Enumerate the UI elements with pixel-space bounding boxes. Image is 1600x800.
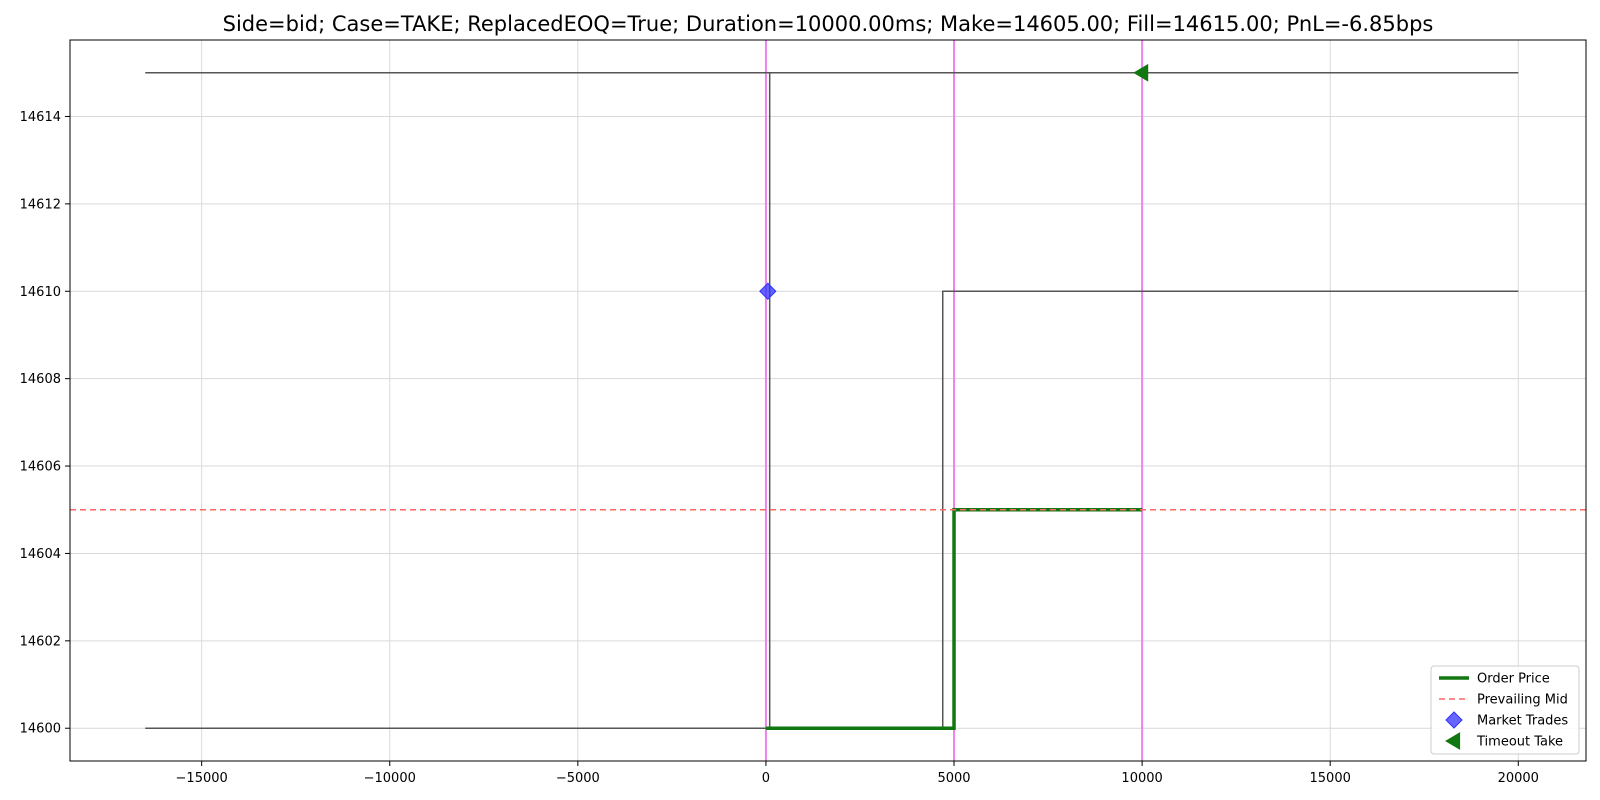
series bbox=[70, 72, 1586, 730]
legend-label: Prevailing Mid bbox=[1477, 693, 1568, 708]
y-tick-label: 14604 bbox=[20, 547, 61, 562]
legend-label: Order Price bbox=[1477, 672, 1550, 687]
y-tick-label: 14606 bbox=[20, 460, 61, 475]
market-trade-marker bbox=[759, 282, 777, 300]
y-tick-label: 14608 bbox=[20, 372, 61, 387]
legend[interactable]: Order Price Prevailing Mid Market Trades Ti… bbox=[1430, 665, 1580, 755]
x-tick-label: 15000 bbox=[1310, 771, 1351, 786]
plot-frame bbox=[69, 39, 1587, 762]
timeout-take-marker bbox=[1133, 63, 1149, 82]
order-price-line bbox=[765, 507, 1143, 730]
y-tick-label: 14614 bbox=[20, 110, 61, 125]
x-tick-label: −5000 bbox=[556, 771, 600, 786]
best-bid-line bbox=[145, 72, 1519, 729]
markers bbox=[759, 63, 1149, 300]
x-tick-label: 20000 bbox=[1498, 771, 1539, 786]
x-tick-label: 0 bbox=[762, 771, 770, 786]
y-tick-label: 14602 bbox=[20, 634, 61, 649]
y-tick-label: 14610 bbox=[20, 285, 61, 300]
x-tick-label: −10000 bbox=[364, 771, 416, 786]
chart-title: Side=bid; Case=TAKE; ReplacedEOQ=True; D… bbox=[223, 12, 1434, 36]
x-tick-label: 5000 bbox=[937, 771, 970, 786]
grid bbox=[70, 40, 1586, 761]
x-tick-label: −15000 bbox=[176, 771, 228, 786]
legend-label: Market Trades bbox=[1477, 714, 1568, 729]
legend-market-trades-handle bbox=[1445, 711, 1463, 729]
legend-timeout-take-handle bbox=[1445, 732, 1461, 750]
legend-label: Timeout Take bbox=[1476, 735, 1563, 750]
axis-ticks: −15000 −10000 −5000 0 5000 10000 15000 20000 146… bbox=[20, 110, 1539, 786]
legend-box bbox=[1430, 665, 1580, 755]
y-tick-label: 14612 bbox=[20, 197, 61, 212]
x-tick-label: 10000 bbox=[1121, 771, 1162, 786]
y-tick-label: 14600 bbox=[20, 722, 61, 737]
